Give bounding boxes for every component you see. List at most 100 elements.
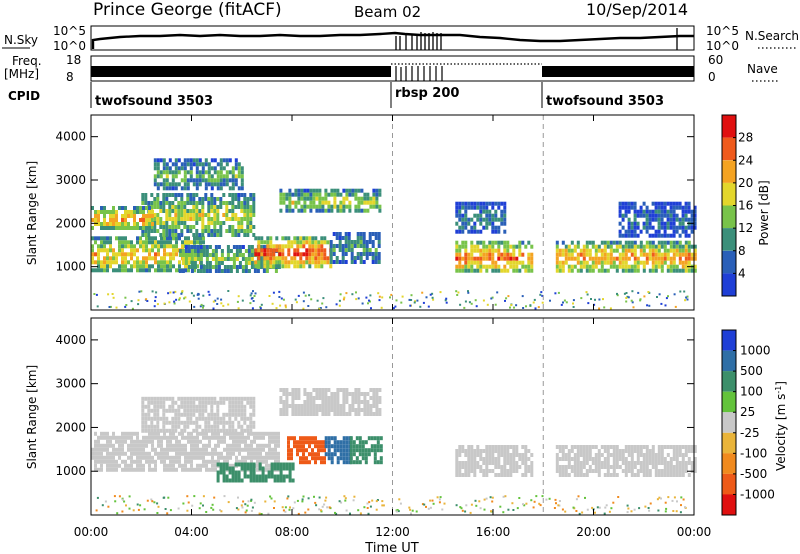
velocity-cell xyxy=(232,463,235,468)
velocity-cell xyxy=(214,463,217,468)
velocity-cell xyxy=(636,449,640,453)
velocity-cell xyxy=(373,444,377,449)
power-cell xyxy=(576,268,580,273)
velocity-cell xyxy=(621,453,625,457)
power-cell xyxy=(231,205,235,209)
velocity-speckle xyxy=(410,512,412,515)
velocity-cell xyxy=(163,463,166,468)
power-cell xyxy=(576,260,580,265)
power-cell xyxy=(195,174,199,179)
power-cell xyxy=(333,204,337,209)
power-cell xyxy=(172,248,175,253)
velocity-cell xyxy=(597,457,601,461)
velocity-cell xyxy=(285,404,289,408)
velocity-cell xyxy=(147,424,151,429)
power-cell xyxy=(630,244,634,249)
power-cell xyxy=(226,249,230,253)
power-speckle xyxy=(272,291,275,294)
power-speckle xyxy=(137,299,140,302)
velocity-cell xyxy=(345,440,349,445)
velocity-cell xyxy=(118,463,121,468)
power-cell xyxy=(338,248,342,252)
power-cell xyxy=(250,249,254,253)
velocity-cell xyxy=(154,447,157,452)
velocity-cell xyxy=(287,448,290,453)
power-speckle xyxy=(673,293,676,296)
power-cell xyxy=(660,264,664,269)
power-cell xyxy=(693,217,697,222)
velocity-cell xyxy=(115,439,118,444)
power-cell xyxy=(672,213,676,218)
power-cell xyxy=(681,252,685,257)
velocity-cell xyxy=(455,449,459,453)
velocity-cell xyxy=(237,404,241,409)
time-axis: 00:00 04:00 08:00 12:00 16:00 20:00 00:00 xyxy=(74,115,711,539)
velocity-cell xyxy=(186,404,190,409)
power-speckle xyxy=(318,307,321,310)
velocity-cell xyxy=(485,445,489,449)
velocity-cell xyxy=(366,404,370,408)
velocity-cell xyxy=(141,428,145,433)
power-cell xyxy=(345,192,349,197)
velocity-cell xyxy=(314,444,317,449)
velocity-cell xyxy=(118,451,121,456)
power-cell xyxy=(312,188,316,193)
velocity-cell xyxy=(136,443,139,448)
power-cell xyxy=(672,217,676,222)
power-speckle xyxy=(686,298,689,301)
power-cell xyxy=(639,248,643,253)
power-cell xyxy=(162,166,166,171)
power-cell xyxy=(199,269,203,273)
velocity-cell xyxy=(243,396,247,401)
power-cell xyxy=(210,186,214,191)
velocity-cell xyxy=(582,473,586,477)
velocity-cell xyxy=(100,451,103,456)
power-cell xyxy=(263,248,267,253)
power-cell xyxy=(204,229,208,233)
velocity-cell xyxy=(370,448,374,453)
power-cell xyxy=(458,244,462,249)
power-cell xyxy=(257,256,261,261)
velocity-cell xyxy=(211,463,214,468)
power-cell xyxy=(287,248,291,253)
power-cell xyxy=(660,209,664,214)
velocity-cell xyxy=(666,453,670,457)
power-cell xyxy=(512,264,516,269)
velocity-cell xyxy=(234,400,238,405)
power-speckle xyxy=(220,302,223,305)
power-cell xyxy=(585,268,589,273)
velocity-cell xyxy=(222,462,226,467)
velocity-cell xyxy=(530,453,534,457)
velocity-cell xyxy=(205,463,208,468)
power-cell xyxy=(156,201,160,205)
power-cell xyxy=(666,256,670,261)
power-cell xyxy=(186,197,190,201)
power-cell xyxy=(201,213,205,217)
power-cell xyxy=(199,240,202,245)
velocity-cell xyxy=(336,408,340,412)
power-cell xyxy=(645,217,649,222)
velocity-cell xyxy=(195,424,199,429)
power-cell xyxy=(467,205,471,210)
velocity-cell xyxy=(305,440,308,445)
power-cell xyxy=(202,253,206,257)
power-cell xyxy=(133,248,136,253)
power-cell xyxy=(624,229,628,234)
power-cell xyxy=(360,200,364,205)
velocity-cell xyxy=(219,396,223,401)
velocity-cell xyxy=(464,461,468,465)
velocity-cell xyxy=(518,457,522,461)
power-cell xyxy=(279,188,283,193)
velocity-cell xyxy=(121,451,124,456)
power-cell xyxy=(127,252,130,257)
power-cell xyxy=(627,248,631,253)
power-colorbar-swatch xyxy=(722,205,736,229)
velocity-cell xyxy=(187,467,190,472)
velocity-cell xyxy=(148,439,151,444)
power-cell xyxy=(657,201,661,206)
power-cell xyxy=(618,209,622,214)
power-cell xyxy=(210,205,214,209)
velocity-speckle xyxy=(591,506,594,509)
power-cell xyxy=(479,229,483,234)
power-cell xyxy=(237,221,241,225)
